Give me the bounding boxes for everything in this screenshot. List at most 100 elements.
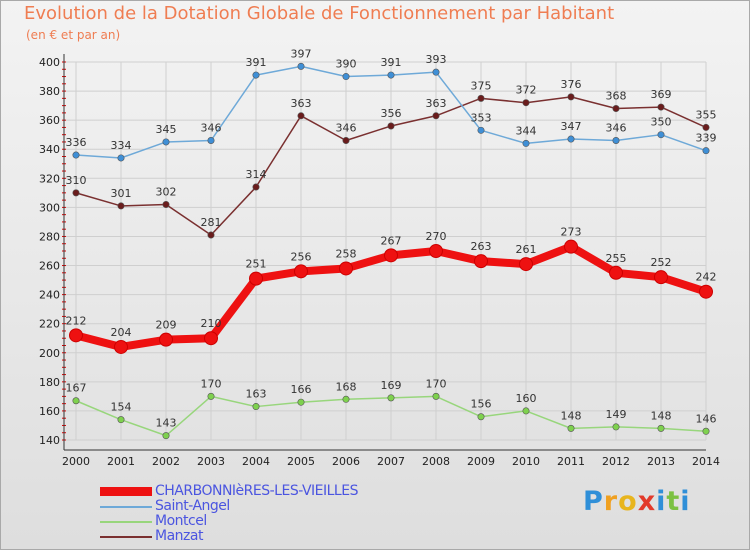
data-point (72, 189, 80, 197)
y-tick-label: 380 (39, 85, 60, 98)
data-point (72, 397, 80, 405)
data-label: 148 (561, 409, 582, 422)
data-label: 281 (201, 216, 222, 229)
series-lines (69, 62, 713, 440)
data-point (249, 271, 263, 286)
data-label: 160 (516, 392, 537, 405)
data-point (69, 328, 83, 343)
data-label: 344 (516, 124, 537, 137)
data-point (429, 244, 443, 258)
data-label: 148 (651, 409, 672, 422)
data-label: 170 (201, 377, 222, 390)
data-label: 166 (291, 383, 312, 396)
data-label: 301 (111, 187, 132, 200)
data-label: 167 (66, 382, 87, 395)
data-point (522, 407, 530, 415)
data-point (567, 93, 575, 101)
data-point (522, 99, 530, 107)
data-point (339, 261, 353, 276)
data-label: 209 (156, 319, 177, 332)
data-label: 314 (246, 168, 267, 181)
data-label: 353 (471, 111, 492, 124)
data-point (564, 239, 578, 254)
data-label: 163 (246, 388, 267, 401)
x-tick-label: 2014 (692, 455, 720, 468)
legend-label: CHARBONNIèRES-LES-VIEILLES (155, 483, 358, 499)
data-point (117, 416, 125, 424)
legend-swatch (100, 521, 152, 523)
data-label: 372 (516, 84, 537, 97)
data-point (387, 71, 395, 79)
data-point (432, 112, 440, 120)
y-tick-label: 280 (39, 230, 60, 243)
x-tick-label: 2009 (467, 455, 495, 468)
data-point (207, 231, 215, 239)
proxiti-logo: Proxiti (583, 486, 691, 517)
chart-title: Evolution de la Dotation Globale de Fonc… (24, 3, 615, 24)
x-tick-label: 2002 (152, 455, 180, 468)
data-label: 369 (651, 88, 672, 101)
y-tick-label: 180 (39, 376, 60, 389)
data-label: 267 (381, 234, 402, 247)
data-label: 391 (381, 56, 402, 69)
data-point (297, 398, 305, 406)
x-tick-label: 2013 (647, 455, 675, 468)
x-tick-label: 2001 (107, 455, 135, 468)
data-label: 302 (156, 185, 177, 198)
x-tick-label: 2000 (62, 455, 90, 468)
data-label: 347 (561, 120, 582, 133)
logo-letter: r (603, 486, 619, 517)
data-point (294, 264, 308, 279)
data-point (657, 131, 665, 139)
data-label: 336 (66, 136, 87, 149)
data-labels: 310 301 302 281 314 363 346 356 363 375 372 376 368 3… (66, 47, 717, 429)
data-label: 376 (561, 78, 582, 91)
data-point (162, 200, 170, 208)
data-label: 346 (201, 122, 222, 135)
data-point (204, 331, 218, 346)
data-point (654, 270, 668, 285)
x-tick-label: 2012 (602, 455, 630, 468)
data-point (387, 394, 395, 402)
data-point (207, 137, 215, 145)
data-label: 368 (606, 90, 627, 103)
data-point (342, 137, 350, 145)
data-label: 355 (696, 108, 717, 121)
data-point (699, 284, 713, 299)
y-tick-label: 360 (39, 114, 60, 127)
data-label: 263 (471, 240, 492, 253)
data-point (117, 154, 125, 162)
x-tick-label: 2005 (287, 455, 315, 468)
data-point (159, 332, 173, 347)
data-label: 242 (696, 271, 717, 284)
y-tick-label: 220 (39, 318, 60, 331)
data-point (474, 254, 488, 269)
data-label: 261 (516, 243, 537, 256)
legend-label: Manzat (155, 528, 203, 544)
data-label: 375 (471, 79, 492, 92)
data-label: 345 (156, 123, 177, 136)
data-label: 212 (66, 314, 87, 327)
data-point (612, 105, 620, 113)
data-label: 256 (291, 250, 312, 263)
data-label: 255 (606, 252, 627, 265)
logo-letter: t (666, 486, 681, 517)
data-point (567, 135, 575, 143)
data-label: 270 (426, 230, 447, 243)
data-point (519, 257, 533, 272)
logo-letter: P (583, 486, 604, 517)
data-point (522, 139, 530, 147)
y-tick-label: 140 (39, 434, 60, 447)
data-point (297, 62, 305, 70)
data-point (477, 94, 485, 102)
data-label: 393 (426, 53, 447, 66)
data-label: 149 (606, 408, 627, 421)
data-point (387, 122, 395, 130)
legend-swatch (100, 487, 152, 496)
y-tick-label: 340 (39, 143, 60, 156)
data-point (297, 112, 305, 120)
data-point (252, 183, 260, 191)
logo-letter: i (656, 486, 667, 517)
data-label: 363 (291, 97, 312, 110)
data-point (117, 202, 125, 210)
